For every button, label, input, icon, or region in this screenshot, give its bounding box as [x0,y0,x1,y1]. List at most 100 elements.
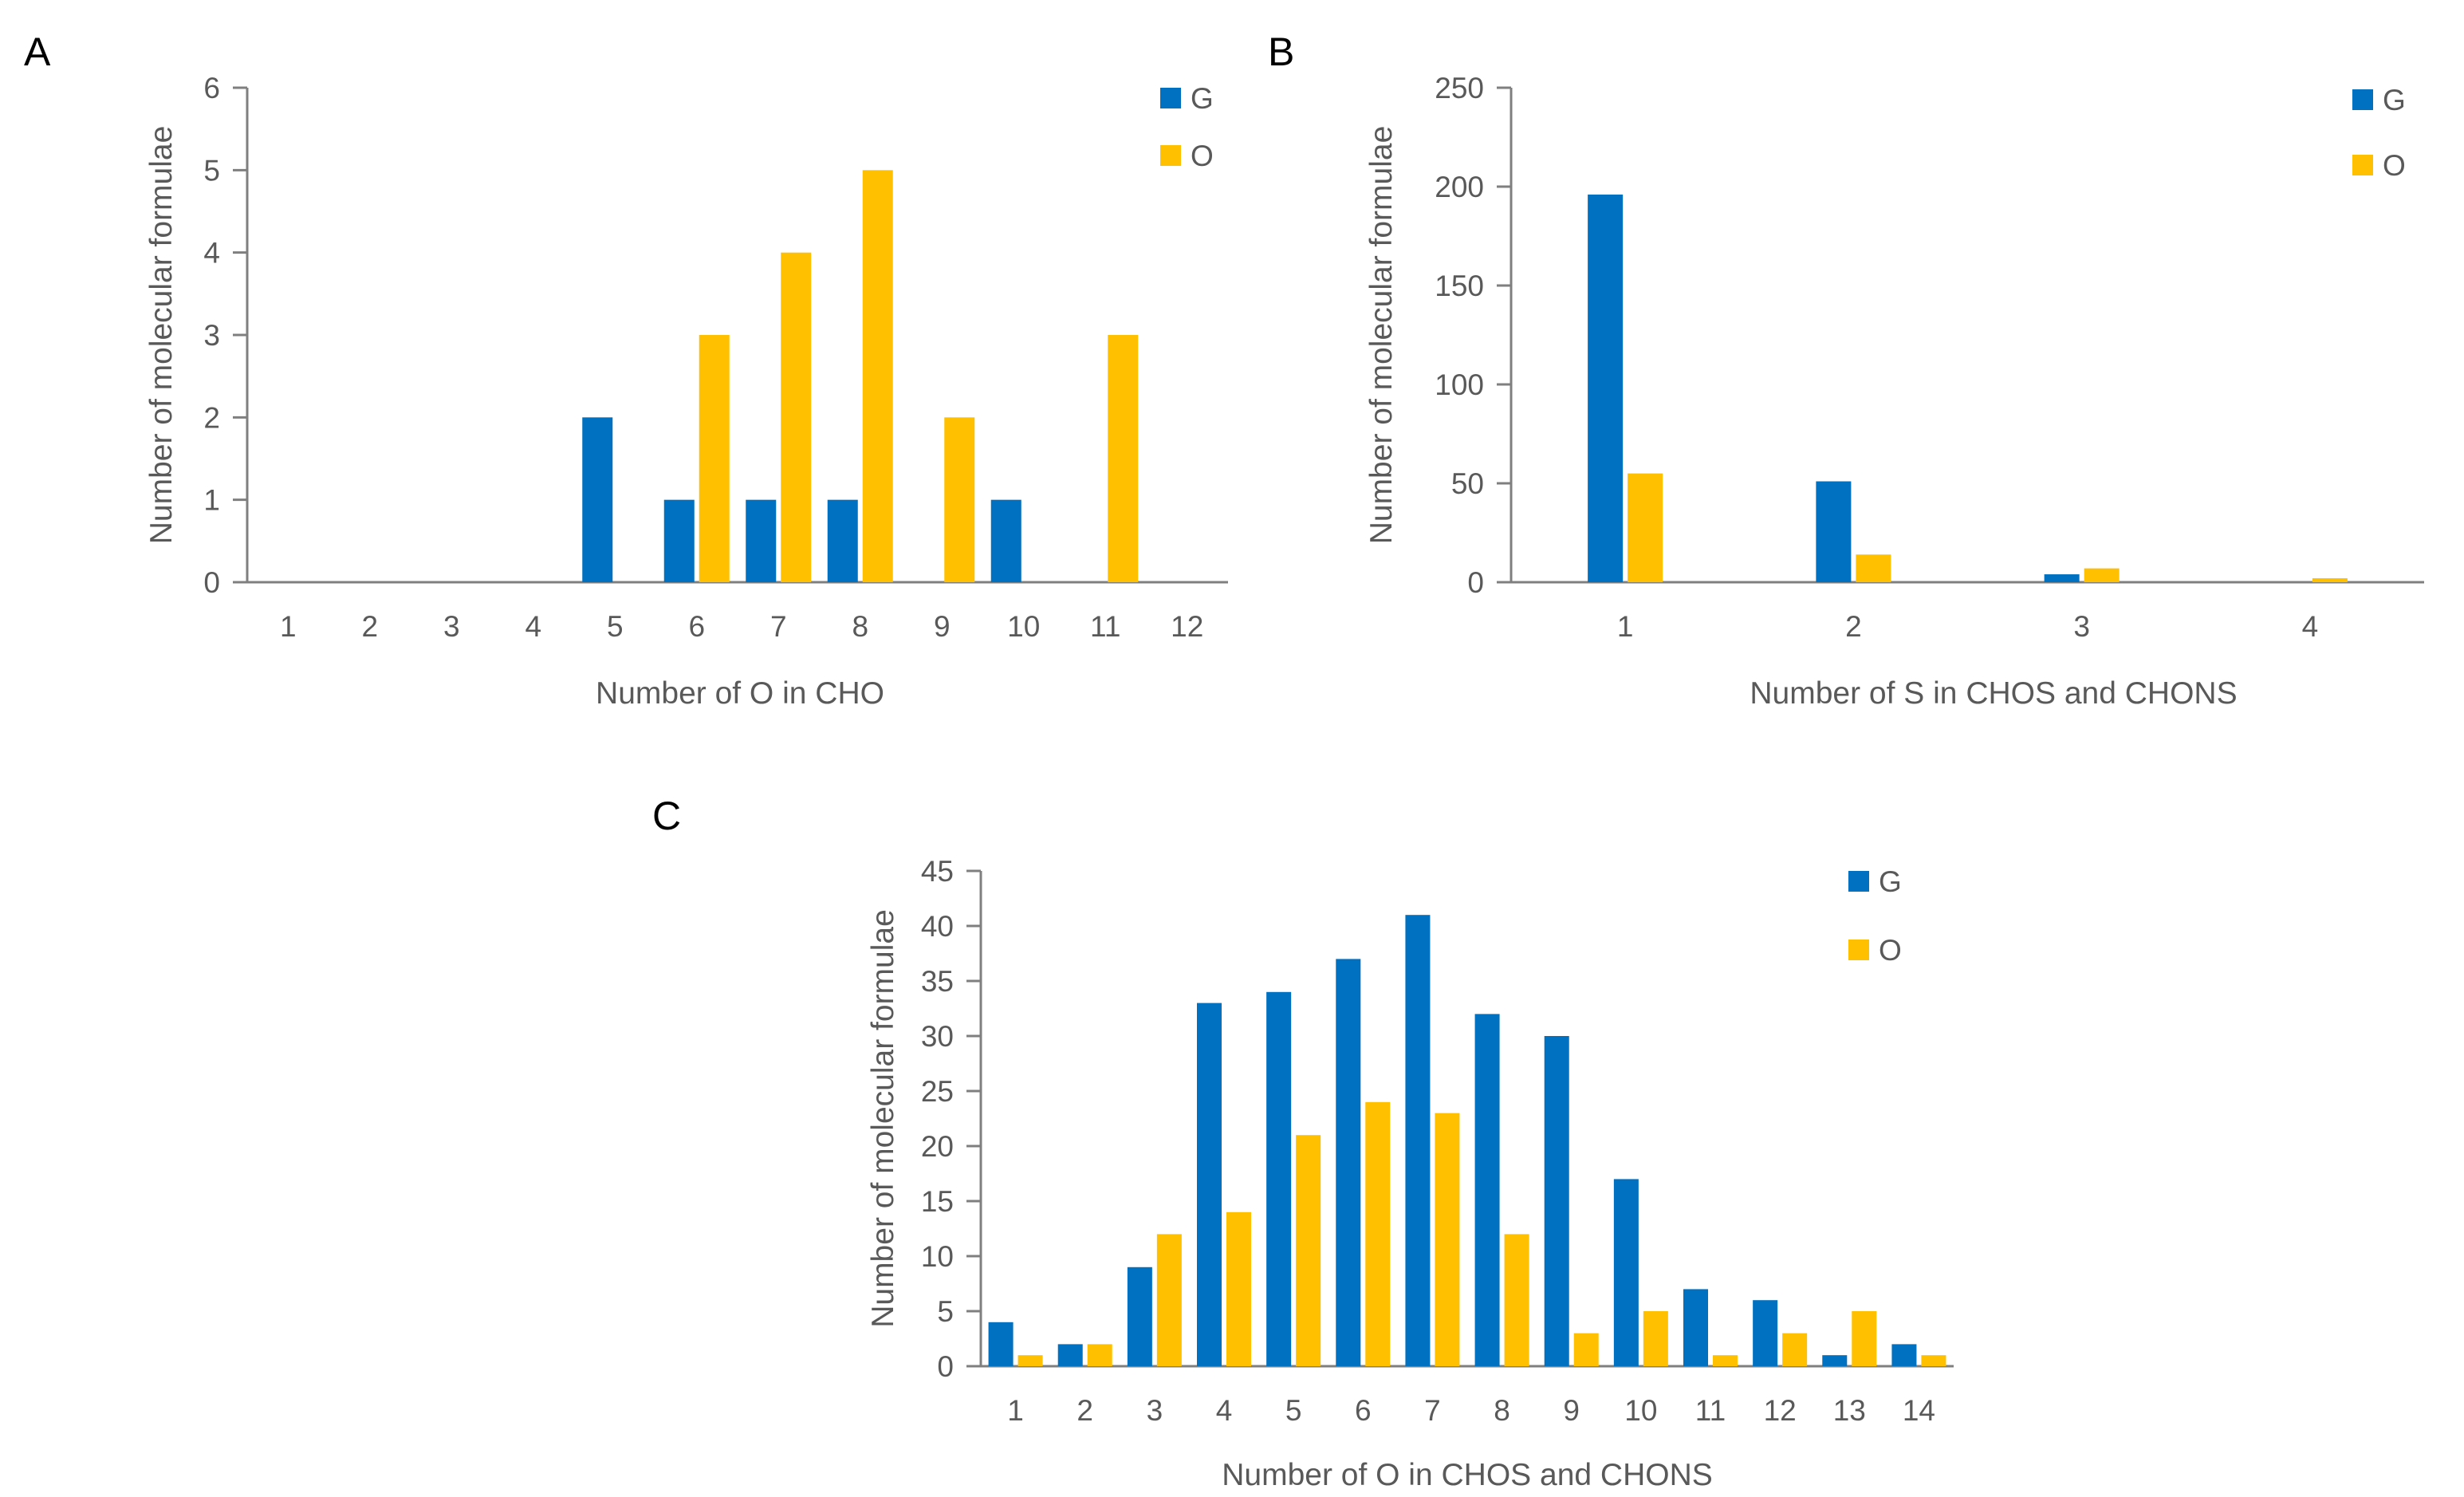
bar-o-12 [1782,1333,1808,1366]
bar-o-9 [1573,1333,1599,1366]
bar-g-3 [1127,1267,1152,1366]
y-axis-title-c: Number of molecular formulae [866,909,900,1328]
y-tick-label: 3 [203,319,220,352]
bar-o-3 [2084,568,2120,582]
bar-o-5 [1296,1135,1321,1366]
bar-g-11 [1683,1289,1708,1366]
bar-o-10 [1643,1311,1668,1366]
bar-o-7 [781,252,812,582]
panel-c-letter: C [652,794,681,838]
y-tick-label: 2 [203,401,220,434]
bar-g-14 [1891,1344,1917,1366]
bar-o-2 [1087,1344,1112,1366]
bar-g-2 [1816,481,1852,582]
y-axis-title-b: Number of molecular formulae [1364,126,1399,545]
legend-label-o: O [1191,140,1214,172]
bar-o-4 [1226,1211,1251,1366]
bar-g-3 [2044,574,2080,582]
bar-o-9 [944,417,975,582]
y-tick-label: 20 [921,1130,954,1163]
bar-g-13 [1822,1355,1848,1366]
bar-o-6 [699,335,730,582]
x-tick-label: 8 [1494,1394,1510,1427]
bar-g-4 [1197,1003,1222,1366]
x-tick-label: 11 [1090,610,1120,643]
x-tick-label: 4 [525,610,541,643]
y-tick-label: 0 [1467,566,1484,599]
x-tick-label: 6 [1355,1394,1372,1427]
x-tick-label: 8 [852,610,868,643]
y-tick-label: 30 [921,1020,954,1053]
y-tick-label: 0 [203,566,220,599]
bar-o-3 [1156,1234,1182,1366]
y-tick-label: 25 [921,1075,954,1108]
x-tick-label: 6 [688,610,705,643]
x-tick-label: 12 [1171,610,1203,643]
bar-g-5 [1266,991,1292,1366]
y-axis-title-a: Number of molecular formulae [144,126,179,545]
x-tick-label: 5 [607,610,624,643]
bar-o-1 [1017,1355,1043,1366]
bar-o-11 [1108,335,1139,582]
x-axis-title-c: Number of O in CHOS and CHONS [1222,1458,1713,1492]
x-tick-label: 12 [1764,1394,1797,1427]
legend-swatch-o [2352,155,2373,175]
chart-panel-b: 0 50 100 150 200 250 1 2 3 4 Number of S in CHOS a… [1364,72,2424,711]
x-tick-label: 10 [1624,1394,1657,1427]
y-tick-label: 200 [1435,171,1484,203]
y-tick-label: 35 [921,965,954,998]
bar-g-8 [827,499,858,582]
bar-o-2 [1856,554,1891,582]
bar-g-6 [663,499,695,582]
x-axis-title-a: Number of O in CHO [596,676,884,711]
bar-o-8 [862,170,893,583]
x-tick-label: 9 [934,610,951,643]
x-tick-label: 1 [280,610,297,643]
x-tick-label: 11 [1695,1394,1726,1427]
y-tick-label: 100 [1435,368,1484,401]
bar-g-12 [1753,1300,1778,1366]
legend-label-g: G [1191,82,1214,115]
y-tick-label: 1 [203,484,220,517]
x-tick-label: 3 [2073,610,2090,643]
y-tick-label: 150 [1435,270,1484,302]
y-tick-label: 6 [203,72,220,104]
panel-b-letter: B [1268,30,1294,74]
legend-label-g: G [1879,865,1902,898]
y-tick-label: 250 [1435,72,1484,104]
y-tick-label: 45 [921,855,954,888]
bar-g-2 [1057,1344,1083,1366]
bar-o-7 [1435,1113,1460,1366]
bar-o-11 [1713,1355,1738,1366]
x-tick-label: 5 [1285,1394,1302,1427]
bar-g-9 [1544,1036,1569,1366]
bar-g-6 [1336,959,1361,1366]
legend-label-o: O [1879,934,1902,967]
legend-swatch-g [2352,89,2373,110]
x-tick-label: 14 [1903,1394,1935,1427]
legend-swatch-g [1848,871,1869,892]
legend-swatch-o [1848,940,1869,960]
x-tick-label: 2 [361,610,378,643]
x-tick-label: 3 [443,610,460,643]
legend-swatch-o [1160,145,1181,166]
x-tick-label: 2 [1845,610,1862,643]
bar-g-1 [988,1322,1014,1366]
bar-g-7 [746,499,777,582]
bar-g-10 [1613,1179,1639,1366]
x-tick-label: 1 [1617,610,1634,643]
legend-swatch-g [1160,88,1181,108]
y-tick-label: 5 [203,154,220,187]
y-tick-label: 5 [937,1295,954,1328]
bar-o-6 [1365,1101,1391,1366]
bar-o-8 [1504,1234,1529,1366]
x-tick-label: 10 [1007,610,1040,643]
y-tick-label: 10 [921,1240,954,1273]
y-tick-label: 15 [921,1185,954,1218]
legend-label-o: O [2383,149,2406,182]
y-tick-label: 40 [921,910,954,943]
bar-o-1 [1628,473,1663,582]
y-tick-label: 4 [203,237,220,270]
panel-a-letter: A [24,30,51,74]
